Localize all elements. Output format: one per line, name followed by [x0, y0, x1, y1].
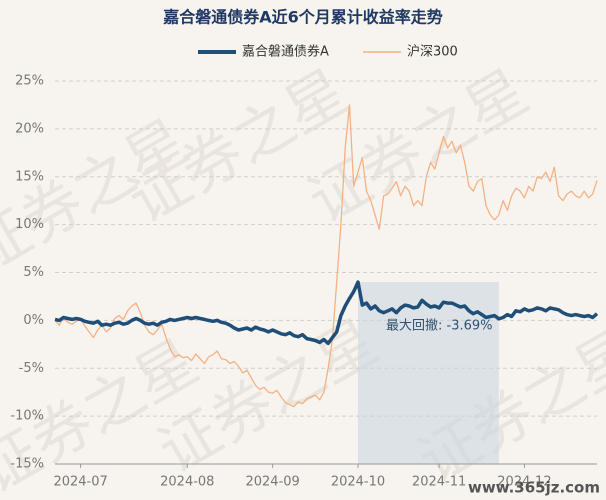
y-tick-label: 10% — [15, 217, 44, 232]
x-tick-label: 2024-09 — [245, 475, 299, 490]
x-tick-label: 2024-08 — [160, 475, 214, 490]
annotation: 最大回撤: -3.69% — [386, 318, 493, 334]
y-tick-label: -15% — [10, 457, 44, 472]
y-tick-label: 5% — [23, 265, 44, 280]
series-line — [54, 104, 598, 408]
series-line — [54, 280, 599, 346]
legend-label: 沪深300 — [407, 44, 458, 60]
y-tick-label: -10% — [10, 409, 44, 424]
x-tick-label: 2024-11 — [412, 475, 466, 490]
site-mark: www.365jz.com — [468, 479, 600, 497]
x-tick-label: 2024-07 — [53, 475, 107, 490]
x-tick-label: 2024-10 — [331, 475, 385, 490]
y-tick-label: 25% — [15, 74, 44, 89]
x-tick-label: 2024-12 — [497, 475, 551, 490]
y-tick-label: 20% — [15, 121, 44, 136]
legend-label: 嘉合磐通债券A — [242, 44, 329, 60]
chart-title: 嘉合磐通债券A近6个月累计收益率走势 — [162, 8, 443, 27]
y-tick-label: 15% — [15, 169, 44, 184]
y-tick-label: 0% — [23, 313, 44, 328]
y-tick-label: -5% — [19, 361, 44, 376]
